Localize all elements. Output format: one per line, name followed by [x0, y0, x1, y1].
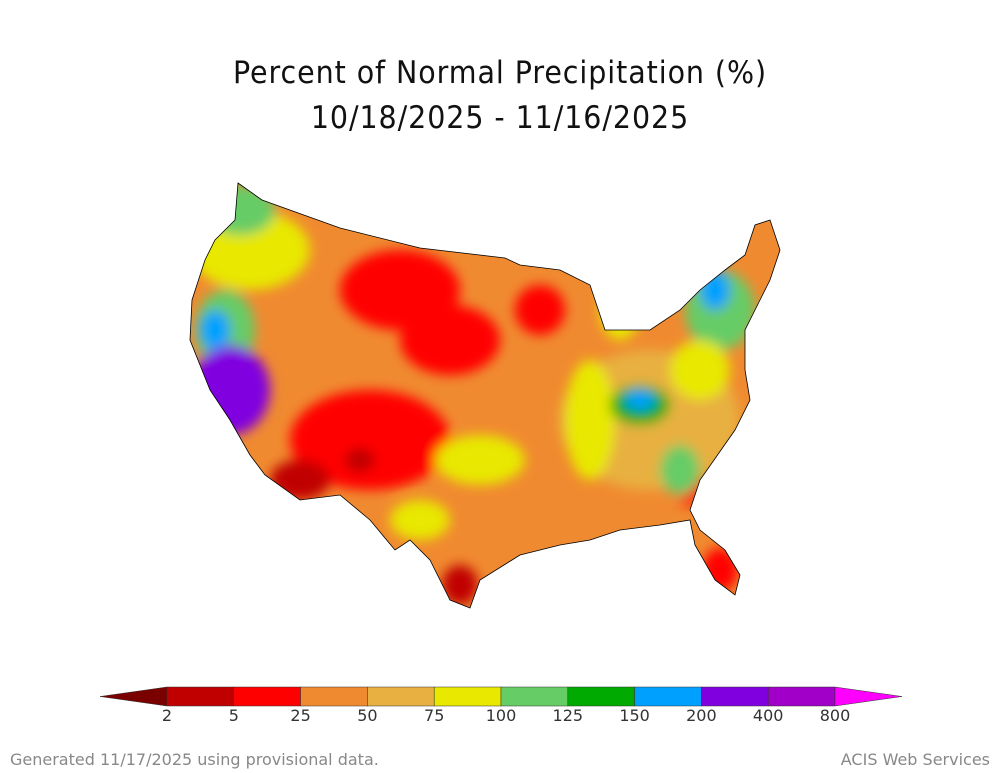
legend-swatch [433, 686, 502, 707]
legend-label: 2 [161, 706, 173, 725]
legend-label: 5 [228, 706, 239, 725]
legend-swatch [567, 686, 635, 707]
legend-swatch [367, 686, 435, 707]
source-credit: ACIS Web Services [840, 750, 990, 769]
legend-label: 25 [290, 706, 311, 725]
legend-swatch [300, 686, 368, 707]
legend-swatch [99, 686, 168, 707]
legend-swatch [634, 686, 702, 707]
precip-field [190, 183, 780, 608]
precipitation-map [189, 182, 781, 609]
legend-swatch [767, 686, 836, 707]
legend-swatch [233, 686, 301, 707]
legend-label: 200 [686, 706, 717, 725]
legend-label: 125 [552, 706, 584, 725]
legend-label: 800 [819, 706, 851, 725]
legend-swatch [701, 686, 769, 707]
legend-label: 150 [619, 706, 650, 725]
legend-swatch [166, 686, 235, 707]
map-date-range: 10/18/2025 - 11/16/2025 [310, 100, 690, 136]
generated-note: Generated 11/17/2025 using provisional d… [10, 750, 379, 769]
legend-swatch [834, 686, 903, 707]
legend-label: 50 [357, 706, 378, 725]
map-title: Percent of Normal Precipitation (%) [232, 55, 768, 91]
legend-swatch [500, 686, 569, 707]
color-legend [99, 686, 903, 707]
legend-label: 100 [485, 706, 517, 725]
legend-label: 400 [752, 706, 784, 725]
legend-label: 75 [424, 706, 445, 725]
